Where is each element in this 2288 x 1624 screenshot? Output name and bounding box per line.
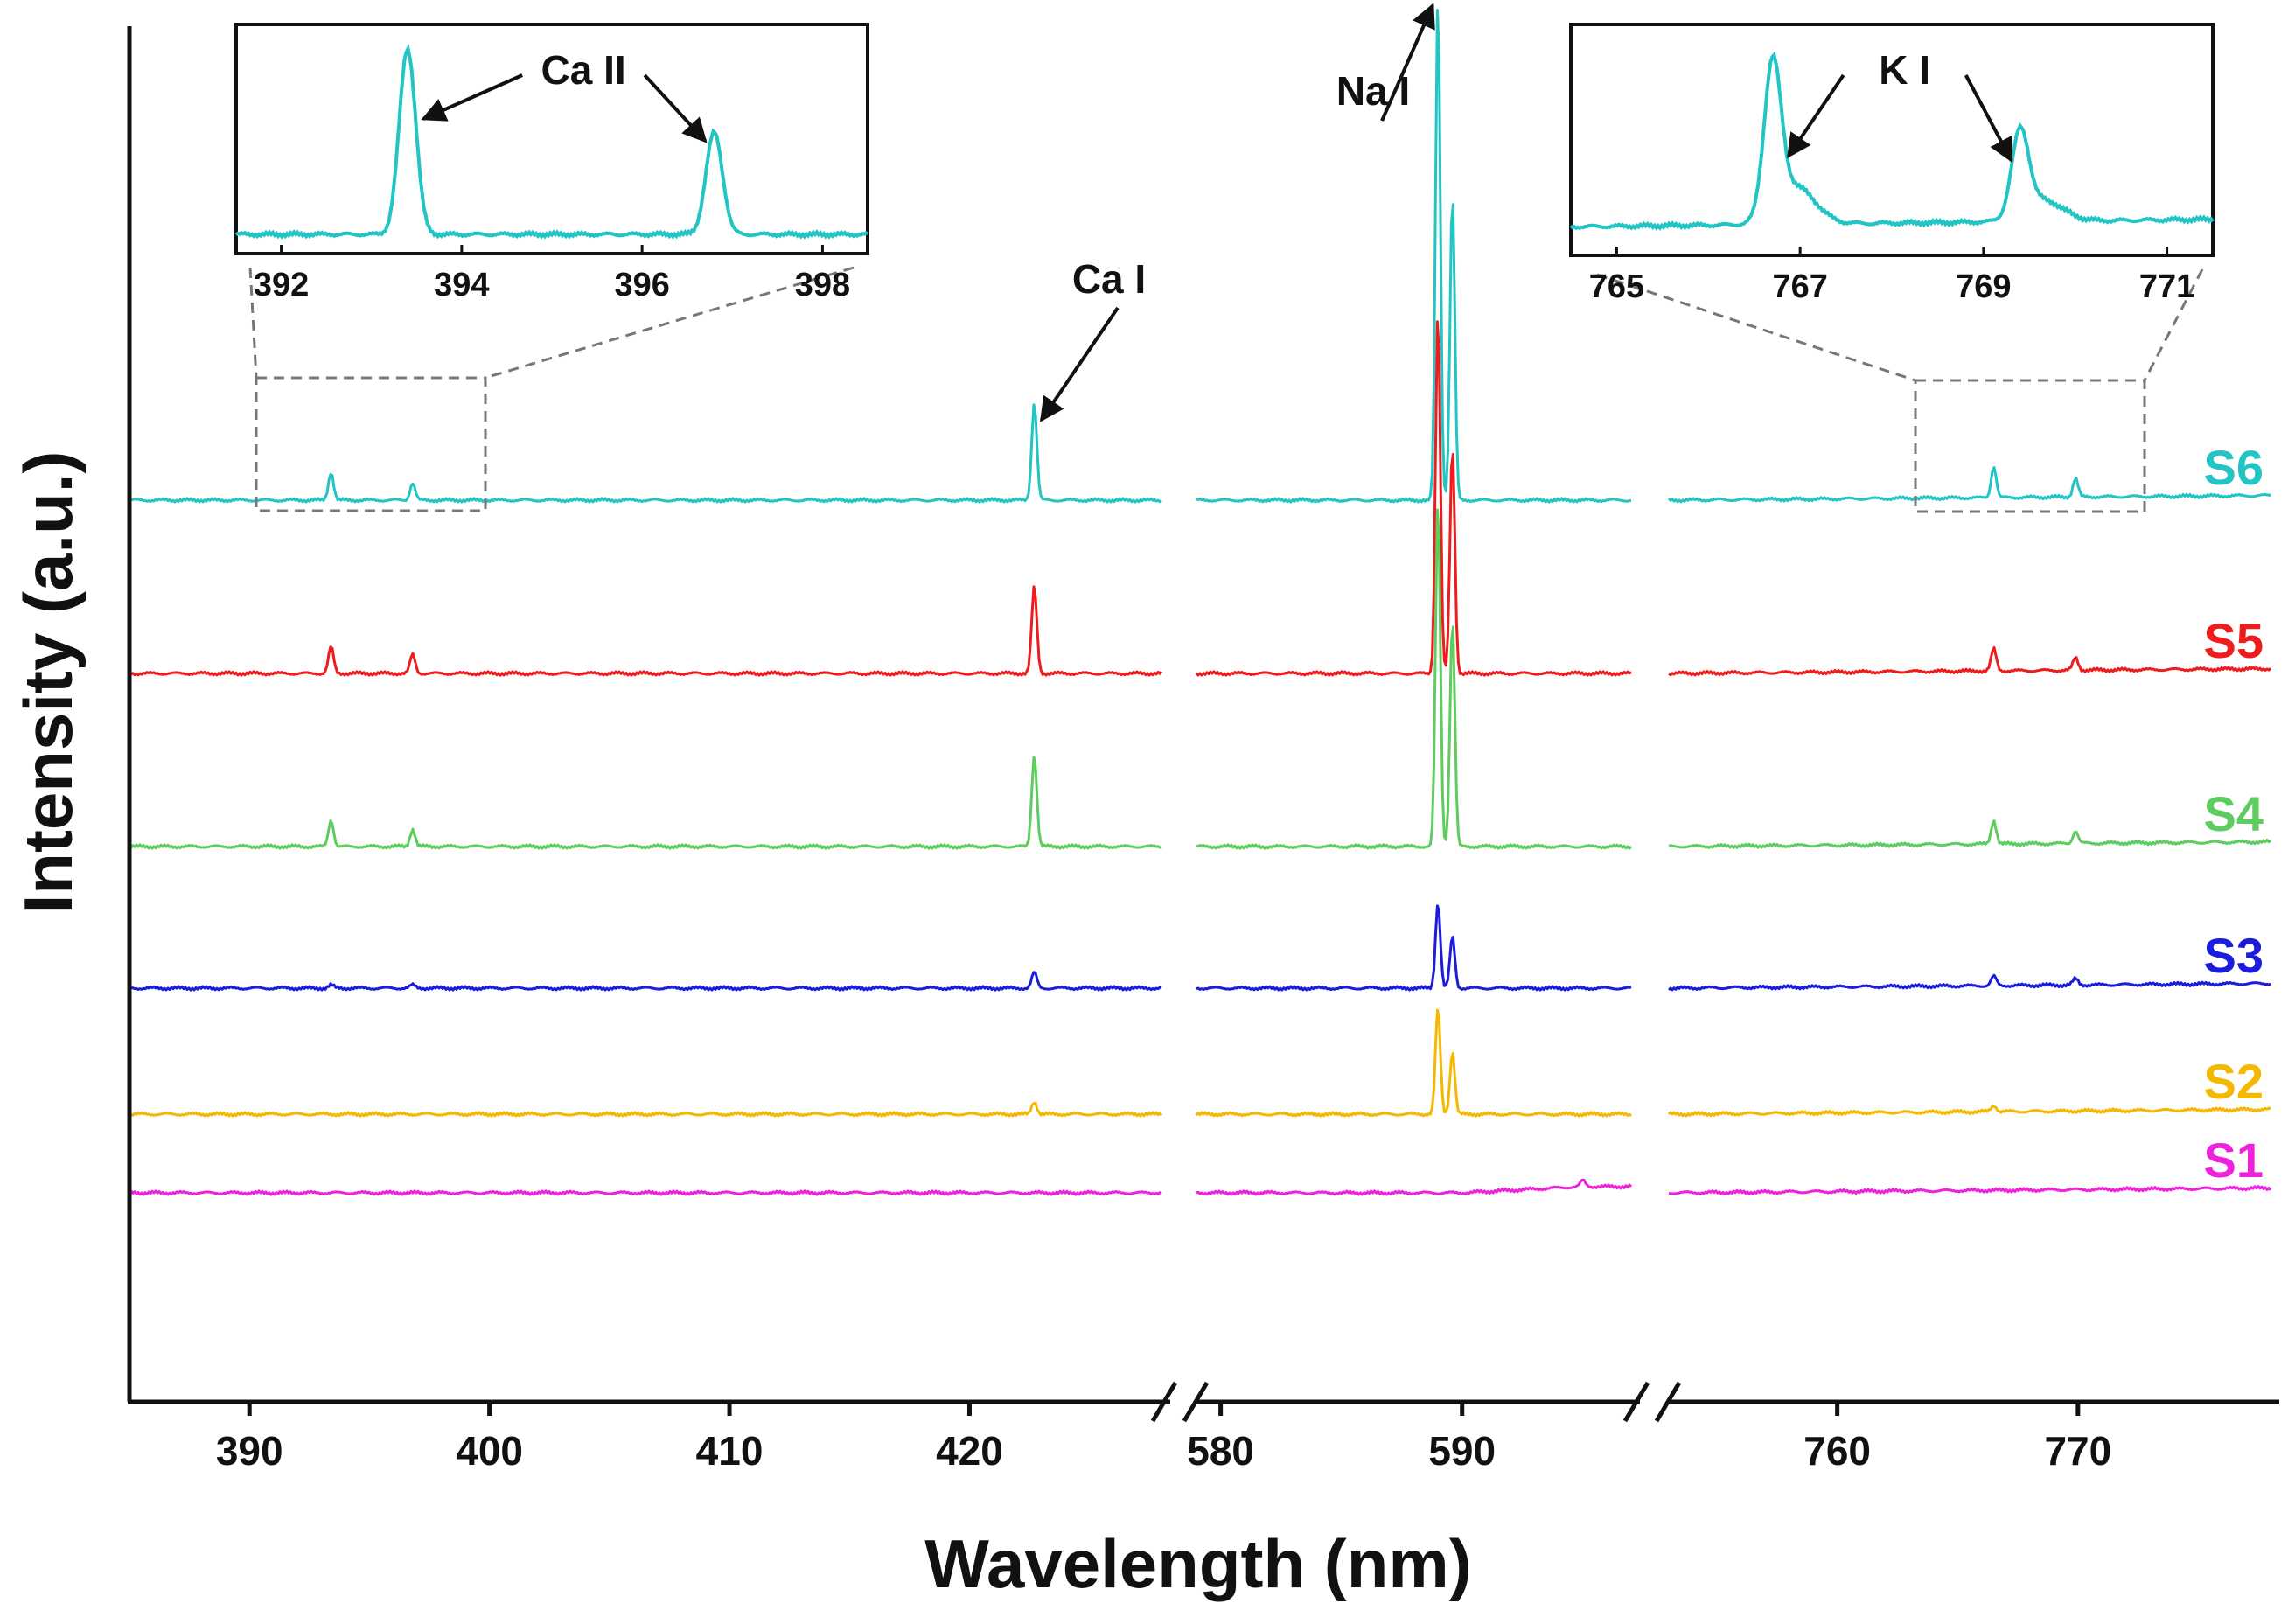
series-s5 <box>128 320 2272 677</box>
x-tick-label-410: 410 <box>696 1428 764 1474</box>
inset-trace <box>1569 51 2215 231</box>
trace-s1-right <box>1668 1185 2272 1196</box>
inset-tick-label-765: 765 <box>1589 268 1644 305</box>
trace-s5-right <box>1668 645 2272 677</box>
zoom-boxes-layer <box>248 266 2204 513</box>
insets-layer: 392 394 396 398 Ca II 765 767 769 771 K I <box>234 23 2215 305</box>
traces-layer <box>128 9 2272 1196</box>
axes-layer: 390 400 410 420 580 590 760 770 Wavelength (nm) I… <box>10 26 2279 1602</box>
x-axis-title: Wavelength (nm) <box>924 1525 1471 1602</box>
axis-break-mark-0-0 <box>1150 1381 1178 1423</box>
trace-s4-right <box>1668 819 2272 849</box>
series-label-s2: S2 <box>2204 1054 2264 1109</box>
x-tick-label-580: 580 <box>1187 1428 1254 1474</box>
series-label-s5: S5 <box>2204 613 2264 668</box>
trace-s6-left <box>129 403 1162 504</box>
trace-s3-left <box>129 971 1162 992</box>
trace-s1-left <box>128 1189 1162 1196</box>
x-tick-label-770: 770 <box>2044 1428 2111 1474</box>
trace-s1-middle <box>1196 1178 1633 1196</box>
trace-s3-right <box>1667 973 2271 992</box>
annotations-layer: Ca I Na I <box>1039 3 1435 422</box>
trace-s3-middle <box>1196 904 1632 992</box>
inset-label: K I <box>1879 47 1930 93</box>
inset-trace <box>234 43 868 240</box>
inset-tick-label-396: 396 <box>614 267 669 303</box>
x-tick-label-760: 760 <box>1803 1428 1871 1474</box>
x-tick-label-390: 390 <box>216 1428 283 1474</box>
zoom-connector-k-i-left <box>1596 273 1916 382</box>
axis-break-mark-1-0 <box>1622 1381 1650 1423</box>
inset-arrow-right <box>1964 74 2013 164</box>
series-s3 <box>129 904 2271 992</box>
trace-s2-middle <box>1195 1008 1632 1118</box>
series-s6 <box>129 9 2271 504</box>
series-label-s4: S4 <box>2204 786 2264 841</box>
series-s1 <box>128 1178 2272 1196</box>
inset-label: Ca II <box>541 47 626 93</box>
series-label-s1: S1 <box>2204 1133 2264 1188</box>
annotation-na-i-label: Na I <box>1336 68 1410 114</box>
inset-ca-ii-inset: 392 394 396 398 Ca II <box>234 23 869 303</box>
trace-s4-left <box>129 756 1162 850</box>
x-tick-label-590: 590 <box>1428 1428 1496 1474</box>
trace-s6-middle <box>1196 9 1631 504</box>
x-tick-label-400: 400 <box>456 1428 523 1474</box>
series-s2 <box>128 1008 2271 1118</box>
zoom-connector-k-i-right <box>2143 268 2204 381</box>
series-label-s3: S3 <box>2204 928 2264 983</box>
inset-tick-label-394: 394 <box>434 267 489 303</box>
x-tick-label-420: 420 <box>936 1428 1003 1474</box>
series-label-s6: S6 <box>2204 440 2264 495</box>
trace-s5-middle <box>1195 320 1632 677</box>
annotation-ca-i-arrow <box>1039 306 1120 422</box>
annotation-ca-i-label: Ca I <box>1072 256 1146 302</box>
zoom-connector-ca-ii-right <box>485 266 855 380</box>
inset-arrow-right <box>643 73 708 143</box>
inset-tick-label-771: 771 <box>2139 268 2194 305</box>
axis-break-mark-0-1 <box>1182 1381 1210 1423</box>
trace-s2-left <box>128 1101 1163 1118</box>
inset-tick-label-767: 767 <box>1772 268 1827 305</box>
trace-s4-middle <box>1196 508 1633 850</box>
trace-s5-left <box>128 585 1163 677</box>
axis-break-mark-1-1 <box>1654 1381 1682 1423</box>
trace-s2-right <box>1667 1105 2271 1118</box>
labels-layer: S6 S5 S4 S3 S2 S1 <box>2204 440 2264 1188</box>
inset-frame <box>234 23 869 255</box>
zoom-box-k-i <box>1914 379 2146 513</box>
inset-k-i-inset: 765 767 769 771 K I <box>1569 23 2215 305</box>
trace-s6-right <box>1667 466 2271 504</box>
inset-tick-label-769: 769 <box>1956 268 2011 305</box>
inset-tick-label-392: 392 <box>254 267 309 303</box>
y-axis-title: Intensity (a.u.) <box>10 451 87 914</box>
inset-arrow-left <box>1787 73 1845 159</box>
inset-frame <box>1569 23 2215 257</box>
zoom-connector-ca-ii-left <box>248 267 258 379</box>
annotation-na-i-arrow <box>1380 3 1435 122</box>
series-s4 <box>129 508 2272 850</box>
zoom-box-ca-ii <box>255 376 487 512</box>
inset-arrow-left <box>421 73 523 122</box>
inset-tick-label-398: 398 <box>795 267 850 303</box>
